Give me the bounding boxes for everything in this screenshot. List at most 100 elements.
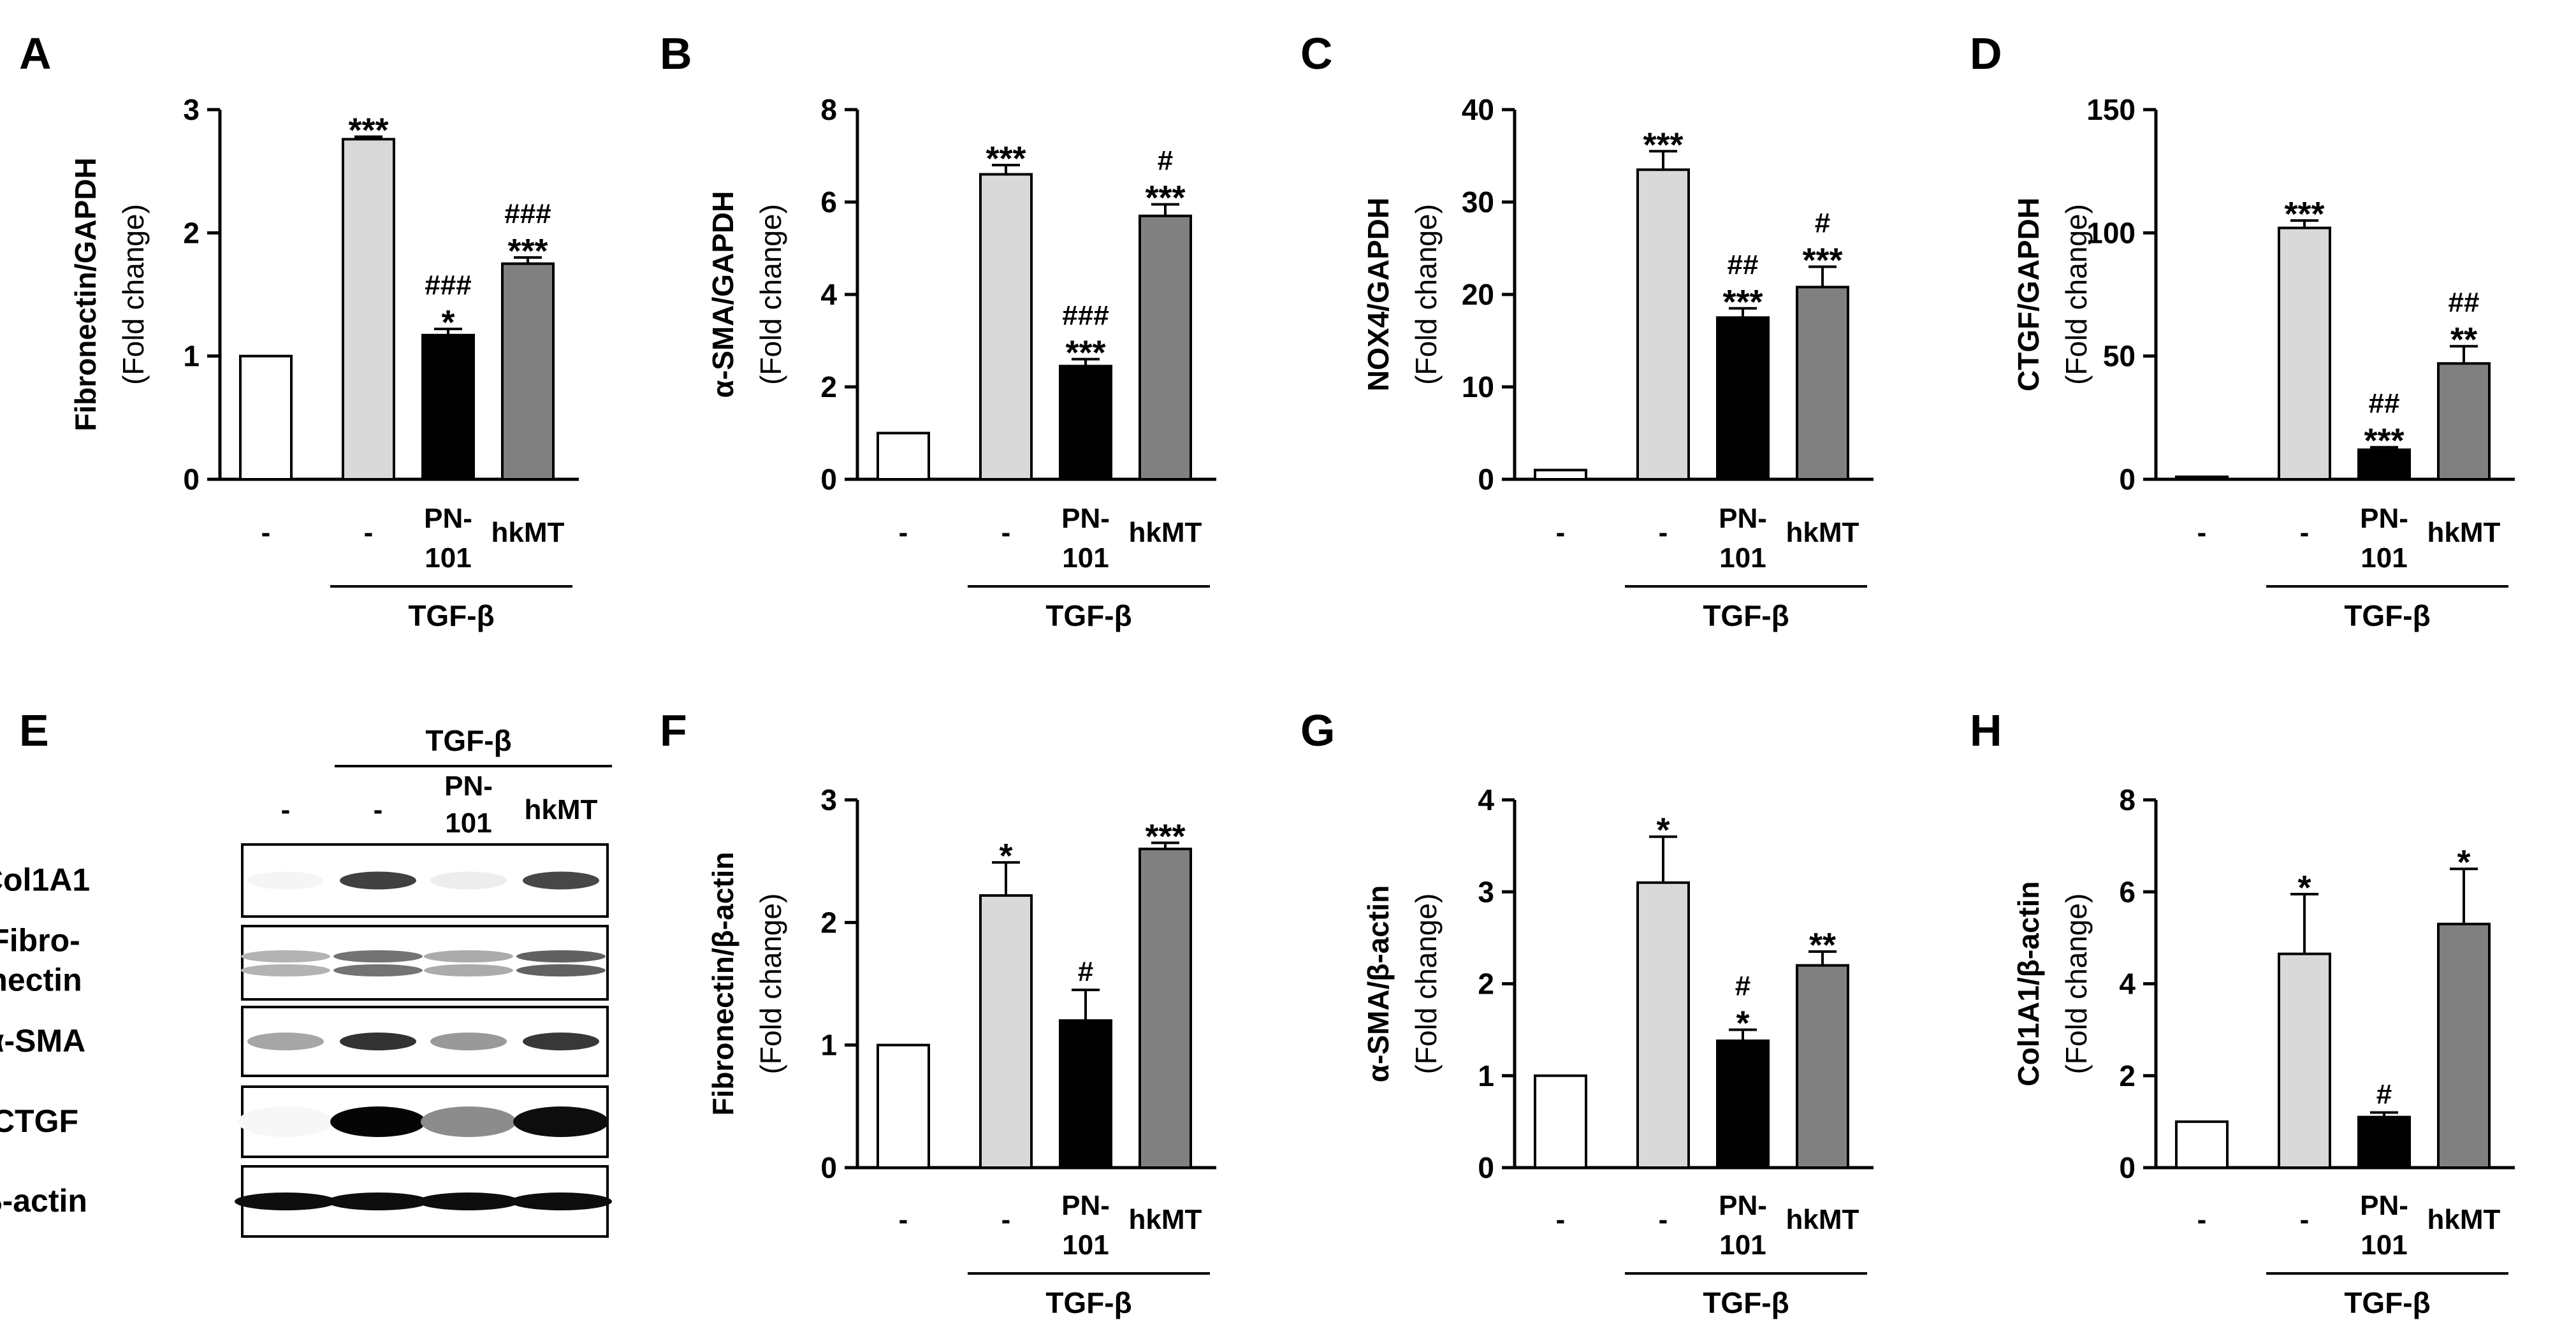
- lane-label: PN-: [444, 771, 493, 802]
- y-axis-label: NOX4/GAPDH: [1362, 198, 1395, 391]
- blot-row-label: CTGF: [0, 1103, 78, 1139]
- group-label: TGF-β: [1703, 1286, 1789, 1319]
- band: [513, 1106, 609, 1137]
- y-tick-label: 0: [2119, 463, 2136, 496]
- bar: [2278, 952, 2331, 1170]
- category-label: hkMT: [1786, 517, 1859, 548]
- significance-star: *: [1656, 811, 1670, 850]
- significance-hash: ##: [2449, 287, 2480, 318]
- significance-star: ***: [1145, 817, 1185, 855]
- bar: [1139, 847, 1192, 1170]
- category-label: -: [261, 517, 271, 548]
- panel-label: H: [1970, 706, 2002, 755]
- significance-star: ***: [1065, 334, 1105, 372]
- y-axis-sublabel: (Fold change): [1409, 204, 1443, 385]
- y-tick-label: 1: [820, 1029, 837, 1062]
- y-tick-label: 4: [1478, 783, 1494, 816]
- y-axis-sublabel: (Fold change): [1409, 894, 1443, 1075]
- significance-star: ***: [1802, 242, 1842, 280]
- bar: [2175, 1120, 2229, 1169]
- y-tick-label: 3: [1478, 875, 1494, 908]
- y-tick-label: 6: [820, 185, 837, 219]
- chart-panel-g: Gα-SMA/β-actin (Fold change)01234**#**TGF…: [1300, 706, 1874, 1319]
- band: [241, 964, 330, 977]
- lane-label: -: [281, 794, 291, 825]
- category-label: PN-: [2360, 1190, 2408, 1221]
- category-label: -: [2300, 517, 2310, 548]
- panel-label: B: [660, 29, 692, 78]
- significance-hash: ###: [425, 270, 471, 301]
- band: [424, 964, 513, 977]
- category-label: PN-: [2360, 503, 2408, 534]
- y-tick-label: 150: [2086, 93, 2136, 126]
- panel-label: F: [660, 706, 687, 755]
- bar: [1059, 365, 1112, 481]
- category-label: hkMT: [1129, 517, 1202, 548]
- significance-star: ***: [2364, 422, 2404, 460]
- category-label: 101: [2361, 1229, 2407, 1261]
- y-tick-label: 6: [2119, 875, 2136, 908]
- category-label: -: [1659, 517, 1668, 548]
- band: [430, 1033, 507, 1050]
- band: [516, 950, 606, 963]
- category-label: hkMT: [1786, 1204, 1859, 1235]
- category-label: -: [1001, 1204, 1011, 1235]
- bar: [2437, 362, 2491, 481]
- band: [418, 1192, 520, 1210]
- band: [523, 871, 599, 890]
- category-label: 101: [2361, 542, 2407, 574]
- y-axis-sublabel: (Fold change): [754, 894, 787, 1075]
- bar: [877, 1043, 930, 1169]
- chart-panel-b: Bα-SMA/GAPDH (Fold change)02468******###*…: [660, 29, 1216, 632]
- y-tick-label: 40: [1462, 93, 1494, 126]
- y-axis-label: Fibronectin/β-actin: [706, 852, 739, 1116]
- band: [424, 950, 513, 963]
- bar: [1636, 881, 1690, 1169]
- category-label: 101: [1062, 542, 1109, 574]
- significance-hash: ###: [1062, 300, 1109, 331]
- bar: [1534, 468, 1587, 481]
- panel-label: A: [19, 29, 52, 78]
- category-label: PN-: [1719, 1190, 1767, 1221]
- bar: [2437, 922, 2491, 1170]
- y-tick-label: 2: [183, 216, 200, 249]
- y-tick-label: 0: [820, 463, 837, 496]
- category-label: -: [2197, 517, 2207, 548]
- category-label: hkMT: [2427, 1204, 2501, 1235]
- y-tick-label: 0: [820, 1151, 837, 1184]
- band: [330, 1106, 426, 1137]
- significance-star: ***: [1145, 179, 1185, 217]
- panel-label: C: [1300, 29, 1333, 78]
- significance-hash: #: [1078, 956, 1093, 987]
- group-label: TGF-β: [1045, 599, 1132, 632]
- significance-star: **: [1809, 926, 1836, 964]
- significance-star: ***: [507, 232, 548, 270]
- y-axis-label: Fibronectin/GAPDH: [69, 157, 102, 431]
- y-tick-label: 2: [1478, 968, 1494, 1001]
- significance-star: *: [441, 303, 455, 342]
- band: [421, 1106, 516, 1137]
- category-label: -: [364, 517, 374, 548]
- y-tick-label: 50: [2103, 340, 2136, 373]
- panel-label: D: [1970, 29, 2002, 78]
- lane-label: -: [374, 794, 383, 825]
- group-label: TGF-β: [2344, 1286, 2430, 1319]
- panel-label: E: [19, 706, 49, 755]
- panel-label: G: [1300, 706, 1335, 755]
- group-label: TGF-β: [1045, 1286, 1132, 1319]
- y-axis-label: Col1A1/β-actin: [2012, 881, 2045, 1086]
- band: [333, 950, 423, 963]
- category-label: -: [899, 517, 908, 548]
- y-axis-label: α-SMA/GAPDH: [706, 191, 739, 398]
- category-label: -: [899, 1204, 908, 1235]
- significance-star: ***: [2284, 195, 2324, 233]
- y-tick-label: 2: [820, 906, 837, 939]
- significance-hash: #: [2376, 1078, 2392, 1110]
- band: [241, 950, 330, 963]
- y-tick-label: 8: [2119, 783, 2136, 816]
- y-tick-label: 100: [2086, 216, 2136, 249]
- band: [340, 871, 416, 890]
- significance-star: ***: [1643, 126, 1683, 164]
- y-tick-label: 0: [1478, 463, 1494, 496]
